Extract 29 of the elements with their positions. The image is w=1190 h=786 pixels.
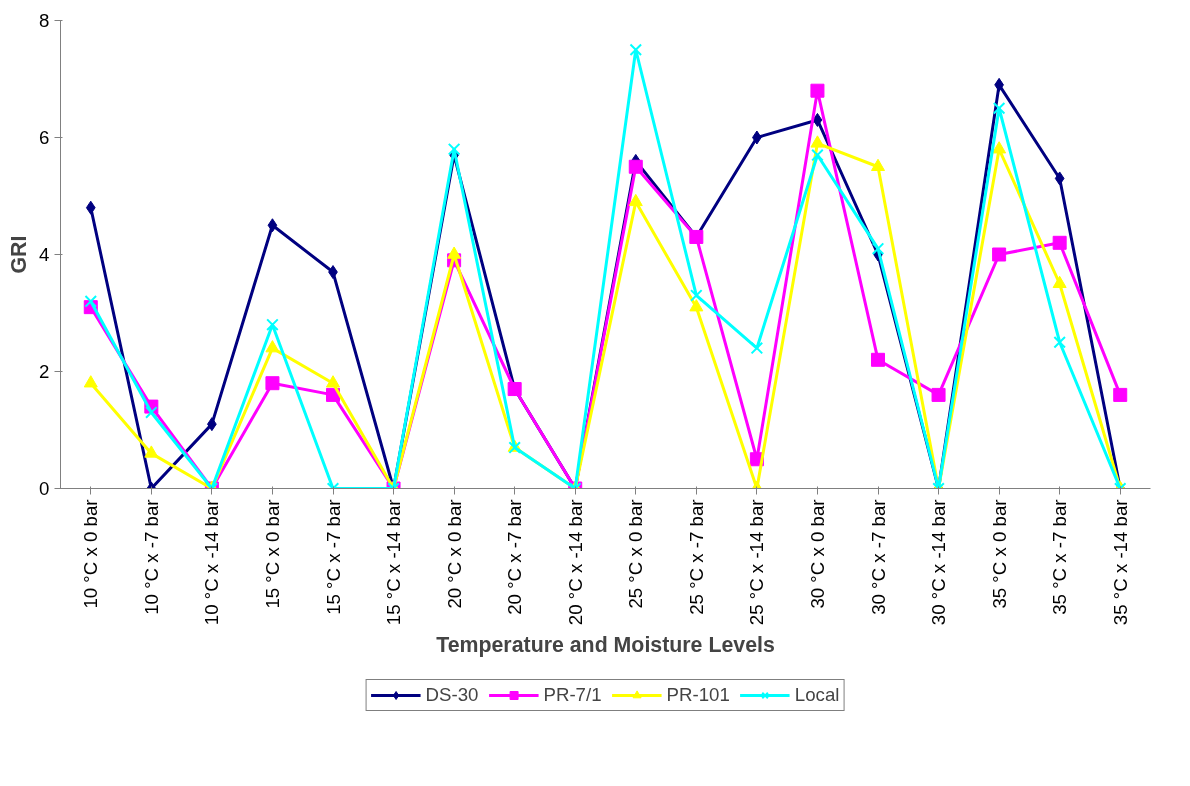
x-tick-label: 25 °C x -14 bar [746, 499, 768, 626]
x-tick-label: 10 °C x -7 bar [140, 499, 162, 615]
x-tick-label: 15 °C x 0 bar [261, 499, 283, 609]
x-tick-label: 20 °C x 0 bar [443, 499, 465, 609]
x-tick-label: 10 °C x -14 bar [201, 499, 223, 626]
x-tick-label: 15 °C x -14 bar [383, 499, 405, 626]
x-tick-label: 10 °C x 0 bar [80, 499, 102, 609]
x-tick-label: 25 °C x 0 bar [625, 499, 647, 609]
x-tick-label: 25 °C x -7 bar [685, 499, 707, 615]
x-tick-label: 20 °C x -14 bar [564, 499, 586, 626]
x-tick-label: 20 °C x -7 bar [504, 499, 526, 615]
legend-label: Local [794, 684, 840, 706]
y-axis-title: GRI [7, 235, 32, 274]
y-tick-label: 6 [39, 127, 50, 148]
x-axis-title: Temperature and Moisture Levels [436, 633, 775, 658]
y-tick-label: 2 [39, 361, 50, 382]
y-tick-label: 8 [39, 10, 50, 31]
x-tick-label: 35 °C x -7 bar [1049, 499, 1071, 615]
x-tick-label: 30 °C x 0 bar [806, 499, 828, 609]
legend-label: PR-101 [666, 684, 730, 706]
x-tick-label: 30 °C x -14 bar [928, 499, 950, 626]
legend-label: DS-30 [425, 684, 479, 706]
x-tick-label: 35 °C x -14 bar [1109, 499, 1131, 626]
x-tick-label: 30 °C x -7 bar [867, 499, 889, 615]
legend-label: PR-7/1 [543, 684, 602, 706]
y-tick-label: 0 [39, 478, 50, 499]
x-tick-label: 15 °C x -7 bar [322, 499, 344, 615]
y-tick-label: 4 [39, 244, 50, 265]
x-tick-label: 35 °C x 0 bar [988, 499, 1010, 609]
